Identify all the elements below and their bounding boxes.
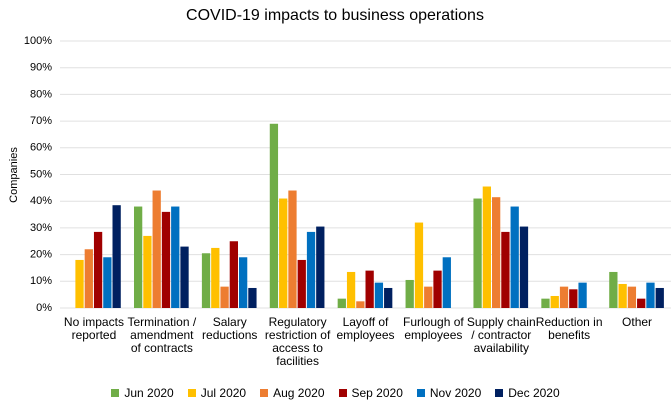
bar: [473, 198, 482, 308]
bar: [269, 123, 279, 309]
legend-swatch: [260, 389, 269, 397]
bar: [103, 257, 112, 308]
bar: [414, 222, 424, 308]
x-tick-label: Layoff of employees: [336, 315, 395, 342]
bar: [646, 282, 655, 308]
y-tick-label: 100%: [24, 35, 52, 47]
bar: [279, 198, 288, 308]
bar: [541, 298, 550, 308]
bar: [559, 286, 569, 308]
legend-swatch: [187, 389, 196, 397]
x-tick-label: Supply chain / contractor availability: [466, 315, 536, 355]
bar: [365, 270, 374, 308]
bar: [93, 231, 103, 308]
bar: [346, 271, 356, 308]
bar: [152, 190, 161, 308]
legend-swatch: [111, 389, 120, 397]
bar: [609, 271, 618, 308]
y-tick-label: 90%: [30, 62, 52, 74]
legend-item: Dec 2020: [495, 386, 560, 400]
y-axis-label: Companies: [8, 147, 20, 203]
x-tick-label: Other: [622, 315, 653, 329]
x-tick-label: Regulatory restriction of access to faci…: [264, 315, 331, 368]
legend-item: Nov 2020: [416, 386, 482, 400]
legend-label: Jun 2020: [124, 386, 174, 400]
legend-swatch: [338, 389, 347, 397]
legend-label: Jul 2020: [200, 386, 247, 400]
legend-label: Dec 2020: [508, 386, 560, 400]
bar: [337, 298, 346, 308]
bar: [569, 289, 578, 308]
bar: [501, 231, 510, 308]
bar: [442, 257, 451, 308]
y-tick-label: 30%: [30, 222, 52, 234]
legend-swatch: [416, 389, 425, 397]
legend-item: Jul 2020: [187, 386, 247, 400]
legend-label: Aug 2020: [273, 386, 325, 400]
bar: [384, 287, 393, 308]
bar: [220, 286, 229, 308]
x-tick-label: Furlough of employees: [403, 315, 464, 342]
bar: [424, 286, 433, 308]
legend-item: Jun 2020: [111, 386, 174, 400]
bar: [405, 279, 414, 308]
bar: [356, 301, 365, 308]
legend-label: Nov 2020: [429, 386, 482, 400]
y-tick-label: 10%: [30, 275, 52, 287]
bar: [75, 259, 84, 308]
bar: [248, 287, 257, 308]
bar: [374, 282, 384, 308]
y-tick-label: 50%: [30, 168, 52, 180]
bar: [637, 298, 646, 308]
bar: [161, 211, 171, 308]
bar: [510, 206, 519, 308]
bar: [578, 282, 587, 308]
bar: [171, 206, 180, 308]
bar: [201, 253, 211, 308]
legend-item: Aug 2020: [260, 386, 325, 400]
bar: [239, 257, 248, 308]
bar: [297, 259, 306, 308]
bar: [316, 226, 325, 308]
chart-title: COVID-19 impacts to business operations: [186, 7, 484, 24]
legend: Jun 2020 Jul 2020 Aug 2020 Sep 2020 Nov 2020…: [0, 386, 671, 400]
y-tick-label: 0%: [36, 302, 52, 314]
bar: [288, 190, 297, 308]
bar: [550, 295, 559, 308]
bar: [627, 286, 637, 308]
bar: [180, 246, 189, 308]
legend-label: Sep 2020: [351, 386, 403, 400]
x-tick-label: Reduction in benefits: [535, 315, 603, 342]
bar: [133, 206, 143, 308]
bar: [143, 235, 152, 308]
bar: [491, 197, 501, 308]
x-tick-label: Salary reductions: [202, 315, 258, 342]
bar: [618, 283, 627, 308]
y-tick-label: 60%: [30, 142, 52, 154]
y-tick-label: 80%: [30, 88, 52, 100]
bar: [112, 205, 121, 308]
bar: [306, 231, 316, 308]
bar: [229, 241, 239, 308]
y-tick-label: 70%: [30, 115, 52, 127]
bar: [211, 247, 220, 308]
bar: [655, 287, 664, 308]
legend-swatch: [495, 389, 504, 397]
x-tick-label: No impacts reported: [63, 315, 124, 342]
bar: [433, 270, 442, 308]
bar: [84, 249, 93, 308]
legend-item: Sep 2020: [338, 386, 403, 400]
y-tick-label: 40%: [30, 195, 52, 207]
x-tick-label: Termination / amendment of contracts: [127, 315, 197, 355]
bar: [519, 226, 529, 308]
bar: [482, 186, 491, 308]
y-tick-label: 20%: [30, 249, 52, 261]
